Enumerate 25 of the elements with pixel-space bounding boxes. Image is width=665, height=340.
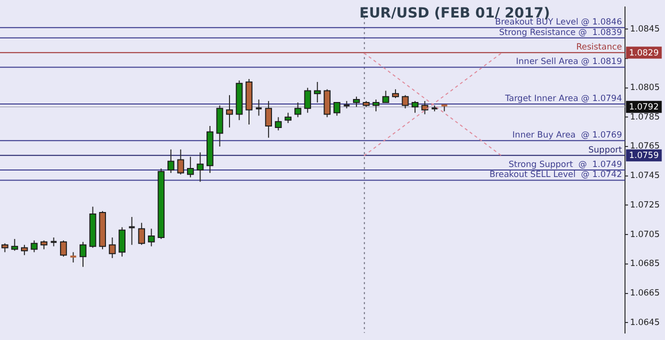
y-tick-label: 1.0725: [630, 200, 660, 210]
y-tick-label: 1.0845: [630, 24, 660, 34]
y-tick-label: 1.0765: [630, 142, 660, 152]
ref-line-label: Target Inner Area @ 1.0794: [504, 94, 622, 104]
annotation: 1.0759: [629, 151, 659, 162]
y-tick-label: 1.0785: [630, 112, 660, 122]
ref-line-label: Inner Buy Area @ 1.0769: [512, 130, 622, 141]
ref-line-label: Strong Support @ 1.0749: [508, 160, 622, 170]
y-tick-label: 1.0665: [630, 288, 660, 298]
y-tick-label: 1.0745: [630, 171, 660, 182]
ref-line-label: Support: [588, 145, 623, 156]
candlestick: [70, 252, 76, 263]
y-tick-label: 1.0805: [630, 83, 660, 94]
y-tick-label: 1.0645: [630, 318, 660, 328]
annotation: 1.0792: [629, 102, 659, 113]
y-tick-label: 1.0705: [630, 230, 660, 240]
ref-line-label: Inner Sell Area @ 1.0819: [516, 57, 622, 68]
ref-line-label: Breakout BUY Level @ 1.0846: [495, 18, 622, 28]
ref-line-label: Resistance: [576, 42, 622, 53]
y-tick-label: 1.0685: [630, 259, 660, 270]
candlestick: [128, 216, 135, 246]
ref-line-label: Breakout SELL Level @ 1.0742: [489, 170, 622, 180]
candlestick: [256, 99, 262, 116]
annotation: 1.0829: [629, 48, 659, 58]
ref-line-label: Strong Resistance @ 1.0839: [499, 28, 622, 38]
